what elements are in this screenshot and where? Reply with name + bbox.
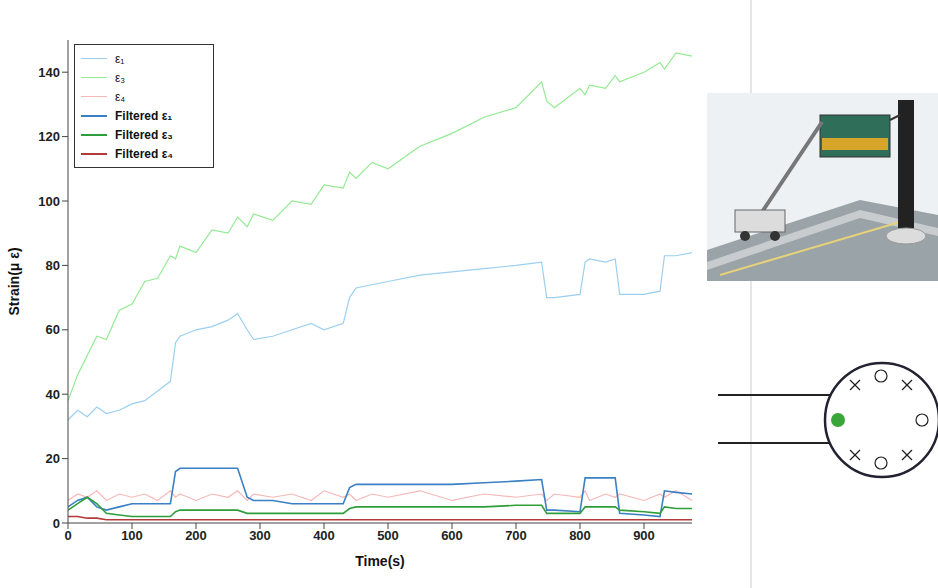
svg-text:40: 40 xyxy=(46,387,60,402)
html-text:ε₃: ε₃ xyxy=(115,70,126,85)
svg-text:900: 900 xyxy=(633,528,655,543)
svg-text:800: 800 xyxy=(569,528,591,543)
svg-text:0: 0 xyxy=(64,528,71,543)
svg-text:300: 300 xyxy=(249,528,271,543)
svg-text:600: 600 xyxy=(441,528,463,543)
svg-text:500: 500 xyxy=(377,528,399,543)
svg-text:200: 200 xyxy=(185,528,207,543)
svg-text:140: 140 xyxy=(38,65,60,80)
svg-text:80: 80 xyxy=(46,258,60,273)
svg-text:120: 120 xyxy=(38,129,60,144)
svg-text:400: 400 xyxy=(313,528,335,543)
html-text:ε₄: ε₄ xyxy=(115,89,126,104)
svg-text:100: 100 xyxy=(121,528,143,543)
svg-text:Time(s): Time(s) xyxy=(355,553,405,569)
svg-text:20: 20 xyxy=(46,451,60,466)
svg-text:100: 100 xyxy=(38,194,60,209)
svg-text:Strain(μ ε): Strain(μ ε) xyxy=(6,247,22,315)
html-text:Filtered ε₄: Filtered ε₄ xyxy=(115,146,174,161)
svg-text:0: 0 xyxy=(53,516,60,531)
html-text:Filtered ε₁: Filtered ε₁ xyxy=(115,108,173,123)
svg-text:60: 60 xyxy=(46,322,60,337)
html-text:ε₁: ε₁ xyxy=(115,51,125,66)
html-text:Filtered ε₃: Filtered ε₃ xyxy=(115,127,173,142)
svg-text:700: 700 xyxy=(505,528,527,543)
